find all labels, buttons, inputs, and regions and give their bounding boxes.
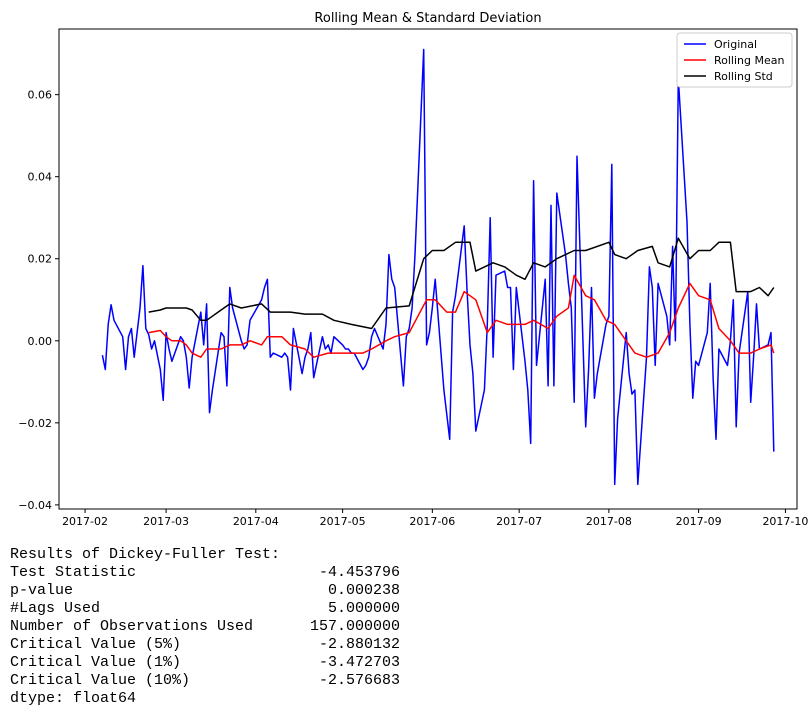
result-key: Critical Value (5%) [10,636,182,653]
x-tick-label: 2017-05 [320,515,366,528]
result-key: Critical Value (1%) [10,654,182,671]
series-line-rolling-mean [148,274,775,358]
result-row-test-statistic: Test Statistic -4.453796 [10,564,400,582]
legend-label-rolling-std: Rolling Std [714,70,773,83]
x-axis: 2017-02 2017-03 2017-04 2017-05 2017-06 2017-… [62,509,808,528]
legend-label-rolling-mean: Rolling Mean [714,54,784,67]
series-line-original [101,48,775,486]
y-tick-label: −0.02 [18,417,52,430]
result-value: -4.453796 [318,564,400,581]
result-value: -2.576683 [318,672,400,689]
result-key: Critical Value (10%) [10,672,191,689]
result-row-observations-used: Number of Observations Used 157.000000 [10,618,400,636]
result-key: p-value [10,582,74,599]
y-tick-label: 0.04 [28,171,53,184]
result-key: #Lags Used [10,600,101,617]
x-tick-label: 2017-09 [676,515,722,528]
result-key: Number of Observations Used [10,618,254,635]
dickey-fuller-results: Results of Dickey-Fuller Test: Test Stat… [10,546,400,708]
result-value: -3.472703 [318,654,400,671]
result-row-critical-1: Critical Value (1%) -3.472703 [10,654,400,672]
plot-frame [58,28,798,510]
x-tick-label: 2017-03 [143,515,189,528]
result-value: 157.000000 [310,618,401,635]
x-tick-label: 2017-06 [409,515,455,528]
legend-label-original: Original [714,38,757,51]
y-tick-label: 0.06 [28,89,53,102]
y-tick-label: 0.00 [28,335,53,348]
rolling-stats-chart: Rolling Mean & Standard Deviation 2017-0… [18,11,808,528]
legend: Original Rolling Mean Rolling Std [676,32,793,88]
legend-box [676,32,793,88]
result-value: -2.880132 [318,636,400,653]
x-tick-label: 2017-07 [496,515,542,528]
result-value: 5.000000 [327,600,400,617]
result-row-p-value: p-value 0.000238 [10,582,400,600]
result-row-critical-10: Critical Value (10%) -2.576683 [10,672,400,690]
x-tick-label: 2017-10 [762,515,808,528]
x-tick-label: 2017-04 [233,515,279,528]
chart-title: Rolling Mean & Standard Deviation [314,11,541,26]
y-tick-label: 0.02 [28,253,53,266]
y-axis: −0.04 −0.02 0.00 0.02 0.04 0.06 [18,89,59,512]
series-layer [101,48,775,486]
result-row-lags-used: #Lags Used 5.000000 [10,600,400,618]
x-tick-label: 2017-02 [62,515,108,528]
result-row-critical-5: Critical Value (5%) -2.880132 [10,636,400,654]
results-header: Results of Dickey-Fuller Test: [10,546,281,563]
result-value: 0.000238 [327,582,400,599]
results-dtype: dtype: float64 [10,690,137,707]
series-line-rolling-std [148,237,775,330]
result-key: Test Statistic [10,564,137,581]
x-tick-label: 2017-08 [586,515,632,528]
y-tick-label: −0.04 [18,499,52,512]
